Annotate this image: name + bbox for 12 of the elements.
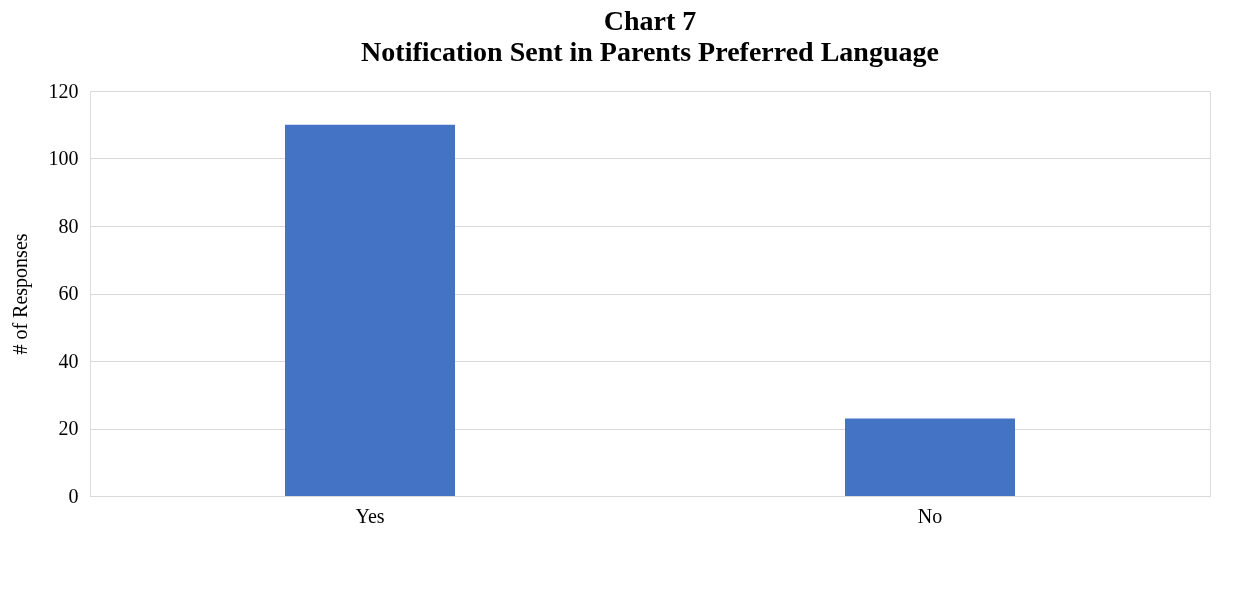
y-tick-label: 20 (58, 417, 79, 439)
y-tick-label: 40 (58, 349, 79, 372)
x-tick-label: Yes (355, 504, 385, 527)
chart-title: Chart 7 (603, 5, 697, 36)
chart-subtitle: Notification Sent in Parents Preferred Language (361, 36, 939, 67)
y-tick-label: 100 (48, 147, 79, 169)
y-tick-label: 0 (68, 484, 79, 507)
x-tick-label: No (917, 504, 943, 527)
y-tick-label: 120 (48, 79, 79, 102)
y-axis-title: # of Responses (8, 233, 32, 355)
y-tick-label: 80 (58, 214, 79, 237)
y-tick-label: 60 (58, 282, 79, 304)
